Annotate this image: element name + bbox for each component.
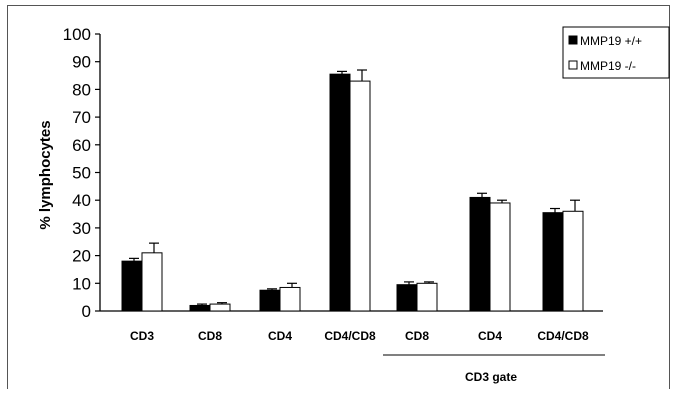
bar-mmp19-wt bbox=[121, 260, 143, 312]
bar-mmp19-ko bbox=[279, 286, 301, 312]
category-label: CD8 bbox=[405, 329, 429, 343]
bar-mmp19-wt bbox=[189, 304, 211, 312]
bar-mmp19-wt bbox=[259, 289, 281, 312]
bar-mmp19-ko bbox=[141, 252, 163, 312]
y-tick-label: 40 bbox=[72, 191, 91, 210]
bar-mmp19-wt bbox=[329, 73, 351, 312]
legend-swatch-mmp19-ko bbox=[568, 60, 578, 70]
legend-box bbox=[562, 26, 670, 79]
legend-label-mmp19-ko: MMP19 -/- bbox=[580, 59, 636, 73]
bar-mmp19-ko bbox=[416, 282, 438, 312]
category-label: CD4 bbox=[268, 329, 292, 343]
legend-label-mmp19-wt: MMP19 +/+ bbox=[580, 34, 642, 48]
bar-mmp19-wt bbox=[542, 212, 564, 312]
chart-frame bbox=[7, 5, 670, 389]
bar-mmp19-ko bbox=[489, 202, 511, 312]
category-label: CD3 bbox=[130, 329, 154, 343]
bar-mmp19-ko bbox=[349, 80, 371, 312]
y-tick-label: 30 bbox=[72, 219, 91, 238]
bar-mmp19-ko bbox=[209, 303, 231, 312]
y-tick-label: 100 bbox=[63, 25, 91, 44]
y-tick-label: 0 bbox=[82, 302, 91, 321]
category-label: CD4 bbox=[478, 329, 502, 343]
y-tick-label: 70 bbox=[72, 108, 91, 127]
y-tick-label: 50 bbox=[72, 164, 91, 183]
group-label: CD3 gate bbox=[465, 370, 517, 384]
y-tick-label: 20 bbox=[72, 247, 91, 266]
category-label: CD4/CD8 bbox=[324, 329, 376, 343]
bar-mmp19-wt bbox=[469, 196, 491, 312]
y-tick-label: 60 bbox=[72, 136, 91, 155]
category-label: CD4/CD8 bbox=[537, 329, 589, 343]
y-tick-label: 10 bbox=[72, 274, 91, 293]
y-tick-label: 90 bbox=[72, 53, 91, 72]
bar-mmp19-wt bbox=[396, 284, 418, 312]
y-axis-title: % lymphocytes bbox=[37, 120, 54, 229]
bar-mmp19-ko bbox=[562, 210, 584, 312]
y-tick-label: 80 bbox=[72, 80, 91, 99]
category-label: CD8 bbox=[198, 329, 222, 343]
legend: MMP19 +/+ MMP19 -/- bbox=[562, 26, 670, 79]
legend-swatch-mmp19-wt bbox=[568, 35, 578, 45]
